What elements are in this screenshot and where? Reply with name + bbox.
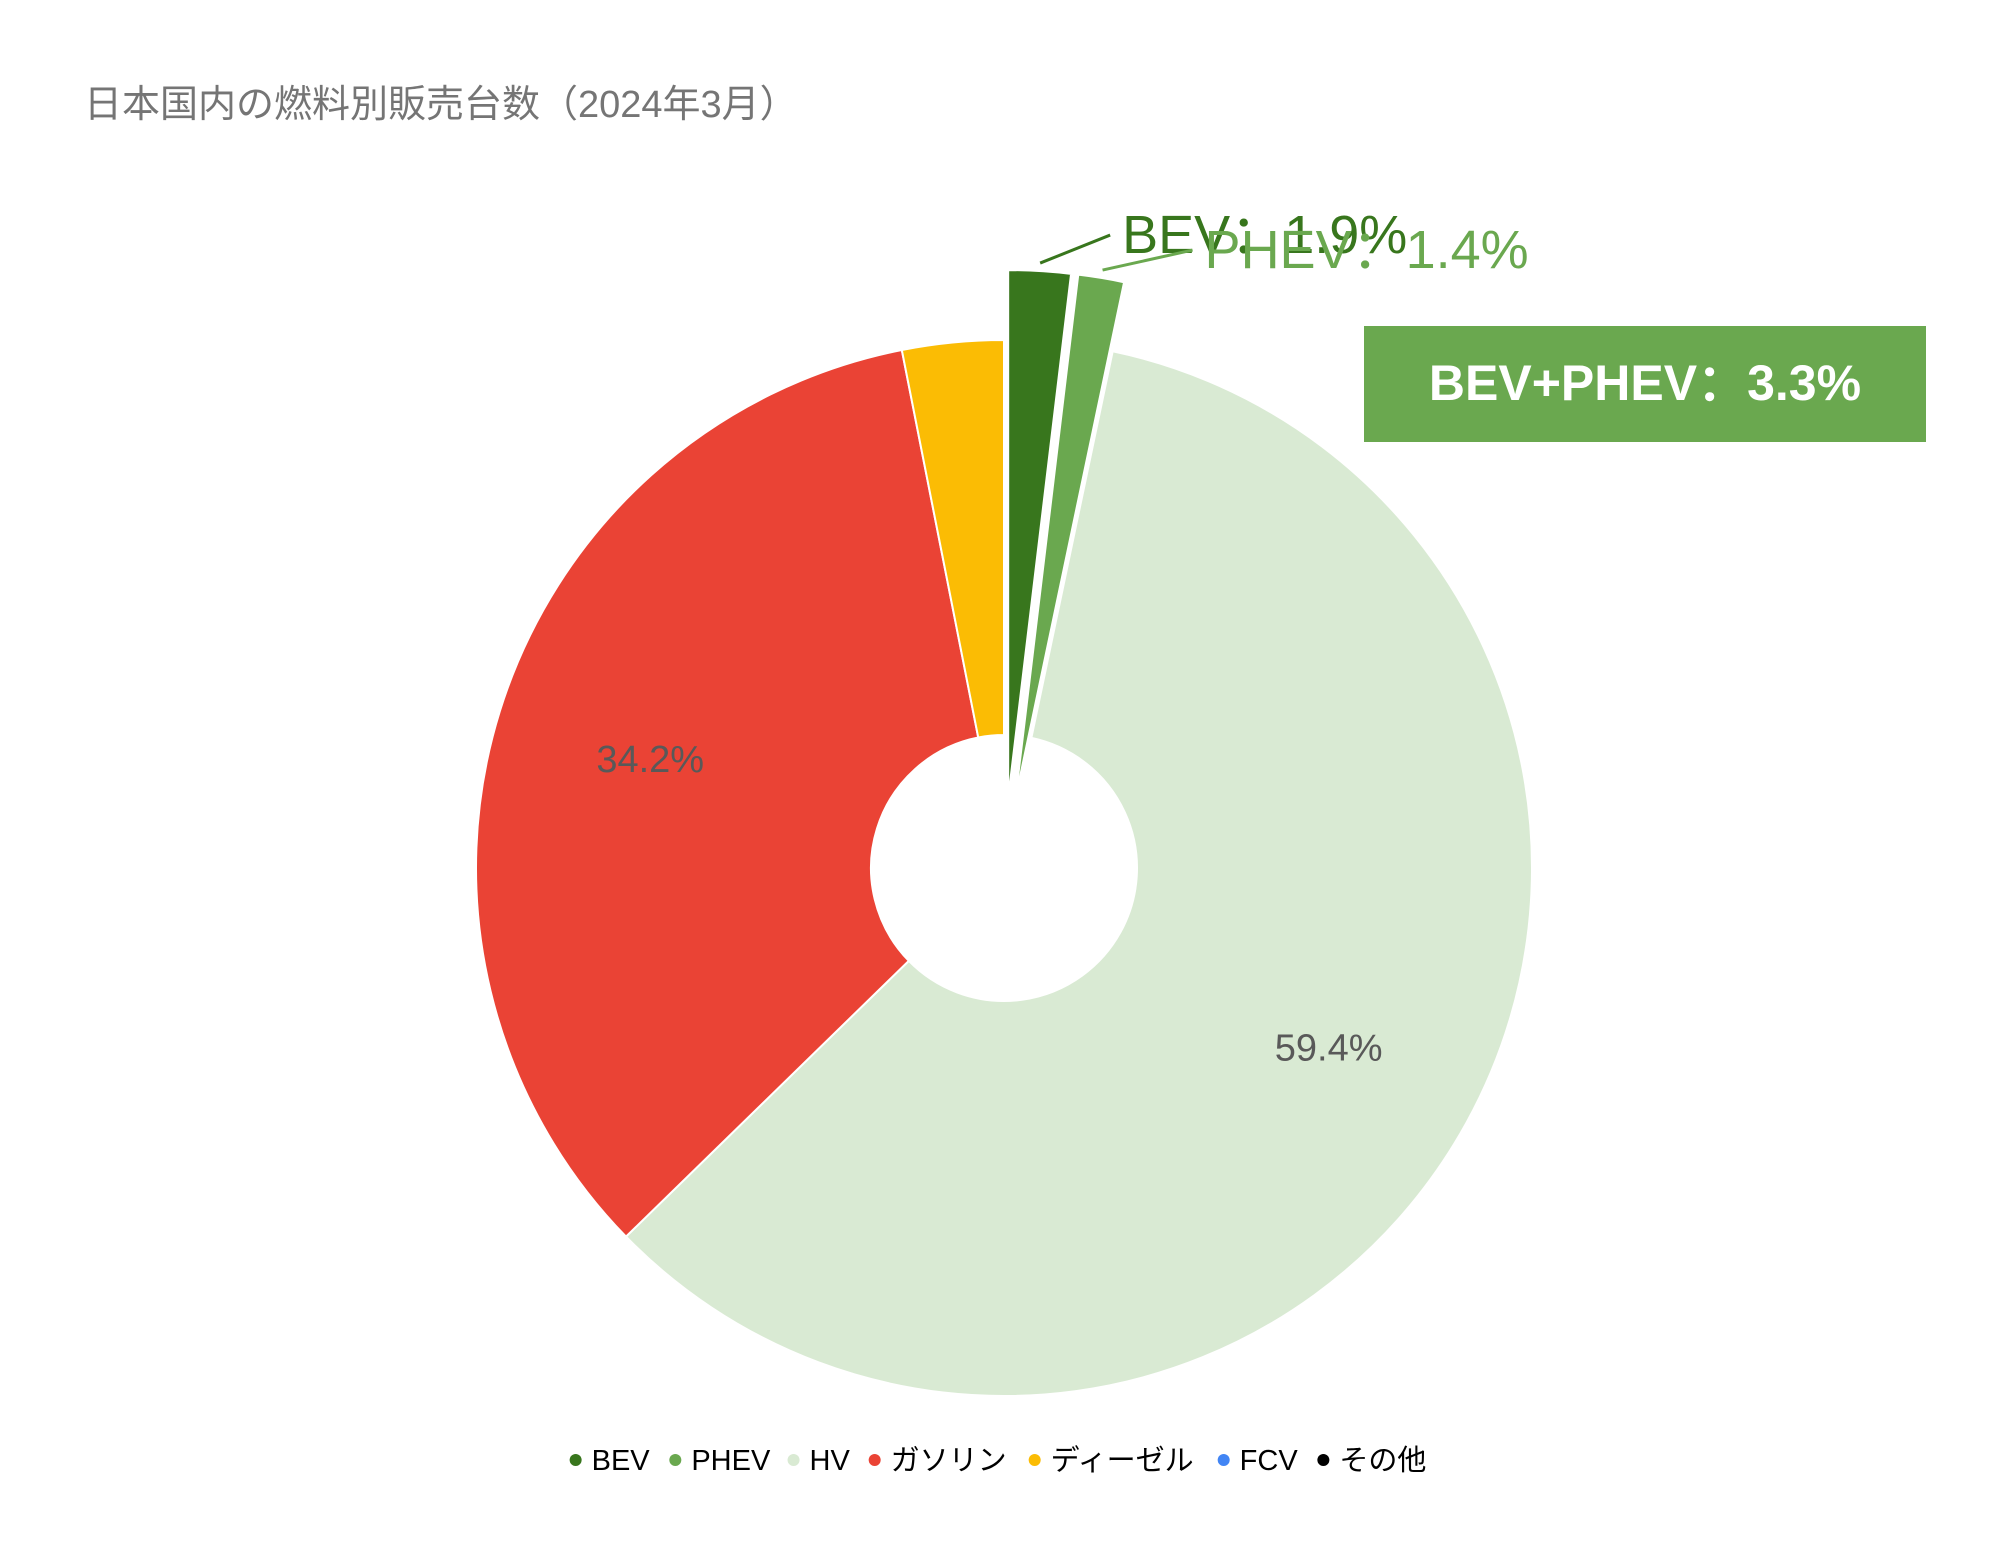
legend-swatch-bev [569,1454,582,1466]
legend-label-gasoline: ガソリン [891,1445,1007,1477]
callout-label-phev: PHEV：1.4% [1205,220,1529,280]
summary-box-text: BEV+PHEV：3.3% [1429,355,1861,411]
legend-label-hv: HV [810,1445,851,1477]
legend-item-diesel: ディーゼル [1028,1444,1194,1477]
legend-swatch-hv [787,1454,800,1466]
legend-item-bev: BEV [569,1445,651,1477]
legend-item-phev: PHEV [669,1445,771,1477]
slice-hv [624,350,1533,1397]
slice-bev [1007,269,1073,799]
chart-title: 日本国内の燃料別販売台数（2024年3月） [84,84,798,126]
callout-line-bev [1039,233,1111,265]
legend-swatch-gasoline [868,1454,881,1466]
legend-swatch-diesel [1028,1454,1041,1466]
legend-label-diesel: ディーゼル [1051,1444,1194,1477]
slice-phev [1014,273,1126,800]
summary-box: BEV+PHEV：3.3% [1364,326,1926,442]
slices-group [475,269,1533,1397]
legend-label-phev: PHEV [691,1445,771,1477]
legend-swatch-other [1317,1454,1330,1466]
legend-item-gasoline: ガソリン [868,1445,1007,1477]
legend-label-bev: BEV [592,1445,651,1477]
legend-label-fcv: FCV [1240,1445,1299,1477]
legend-label-other: その他 [1339,1444,1426,1477]
data-label-gasoline: 34.2% [596,739,704,781]
legend-item-hv: HV [787,1445,851,1477]
data-label-hv: 59.4% [1275,1027,1383,1069]
callouts-group: BEV：1.9%PHEV：1.4% [1039,205,1529,280]
legend-item-fcv: FCV [1217,1445,1299,1477]
summary-box-background [1364,326,1926,442]
legend: BEV PHEV HV ガソリン ディーゼル FCV その他 [569,1444,1426,1477]
legend-swatch-phev [669,1454,682,1466]
data-labels-group: 59.4% 34.2% [596,739,1382,1070]
legend-swatch-fcv [1217,1454,1230,1466]
callout-line-phev [1102,248,1193,272]
slice-gasoline [475,348,980,1239]
legend-item-other: その他 [1317,1444,1426,1477]
slice-diesel [900,338,1005,739]
